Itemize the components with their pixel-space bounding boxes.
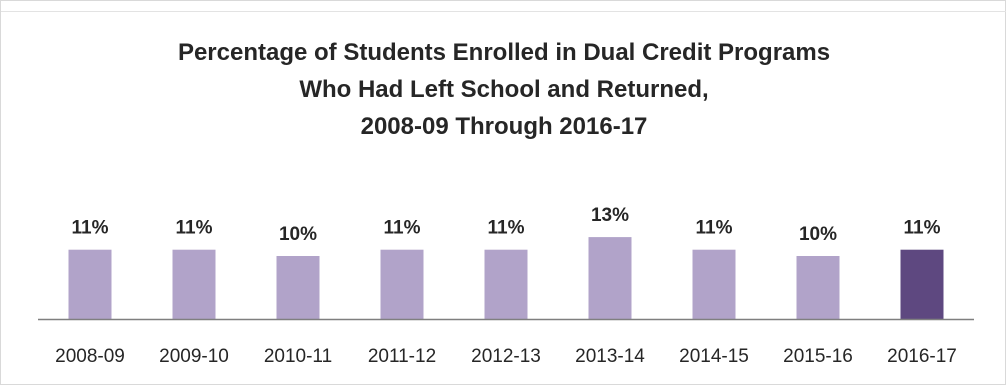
x-tick-2009-10: 2009-10 [159, 346, 229, 367]
data-label-2012-13: 11% [488, 218, 525, 239]
data-label-2010-11: 10% [279, 224, 317, 245]
x-tick-2012-13: 2012-13 [471, 346, 541, 367]
top-divider [1, 11, 1006, 12]
bar-2011-12 [380, 249, 424, 319]
data-label-2014-15: 11% [696, 218, 733, 239]
bar-2014-15 [692, 249, 736, 319]
x-tick-2015-16: 2015-16 [783, 346, 853, 367]
bar-2008-09 [68, 249, 112, 319]
x-tick-2008-09: 2008-09 [55, 346, 125, 367]
bar-2010-11 [276, 256, 320, 319]
bar-2009-10 [172, 249, 216, 319]
bar-2015-16 [796, 256, 840, 319]
x-tick-2013-14: 2013-14 [575, 346, 645, 367]
data-label-2011-12: 11% [384, 218, 421, 239]
chart-title-line-1: Percentage of Students Enrolled in Dual … [177, 39, 831, 66]
bar-2016-17 [900, 249, 944, 319]
data-label-2009-10: 11% [176, 218, 213, 239]
x-tick-2016-17: 2016-17 [887, 346, 957, 367]
data-label-2016-17: 11% [904, 218, 941, 239]
chart-title: Percentage of Students Enrolled in Dual … [1, 34, 1006, 145]
bar-2012-13 [484, 249, 528, 319]
data-label-2013-14: 13% [591, 205, 629, 226]
chart-title-line-2: Who Had Left School and Returned, [299, 76, 709, 103]
data-label-2008-09: 11% [72, 218, 109, 239]
bar-2013-14 [588, 237, 632, 319]
x-tick-2011-12: 2011-12 [368, 346, 436, 367]
chart-title-line-3: 2008-09 Through 2016-17 [360, 113, 648, 140]
x-tick-2014-15: 2014-15 [679, 346, 749, 367]
data-label-2015-16: 10% [799, 224, 837, 245]
x-tick-2010-11: 2010-11 [264, 346, 332, 367]
